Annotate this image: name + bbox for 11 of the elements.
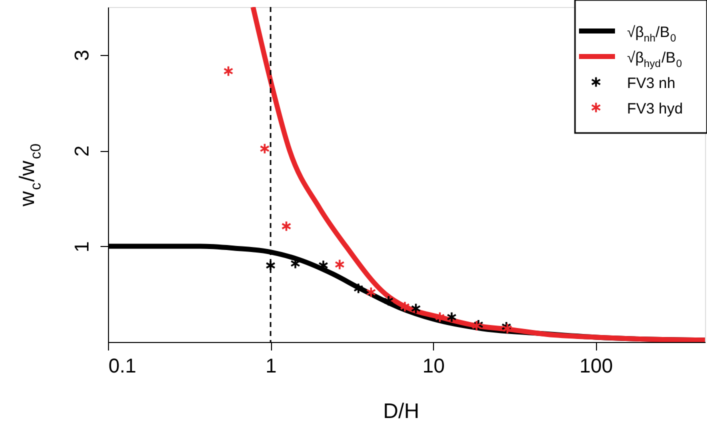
- y-tick-label: 3: [72, 50, 94, 61]
- x-tick-label: 1: [266, 356, 277, 378]
- legend-label: FV3 hyd: [627, 100, 683, 118]
- y-axis-title: wc/wc0: [16, 144, 44, 208]
- legend-label: FV3 nh: [627, 75, 676, 92]
- x-axis-title: D/H: [383, 400, 420, 423]
- x-tick-label: 100: [580, 356, 613, 378]
- y-tick-label: 2: [72, 146, 94, 157]
- x-tick-label: 0.1: [108, 356, 136, 378]
- x-tick-label: 10: [422, 356, 445, 378]
- y-tick-label: 1: [72, 241, 94, 252]
